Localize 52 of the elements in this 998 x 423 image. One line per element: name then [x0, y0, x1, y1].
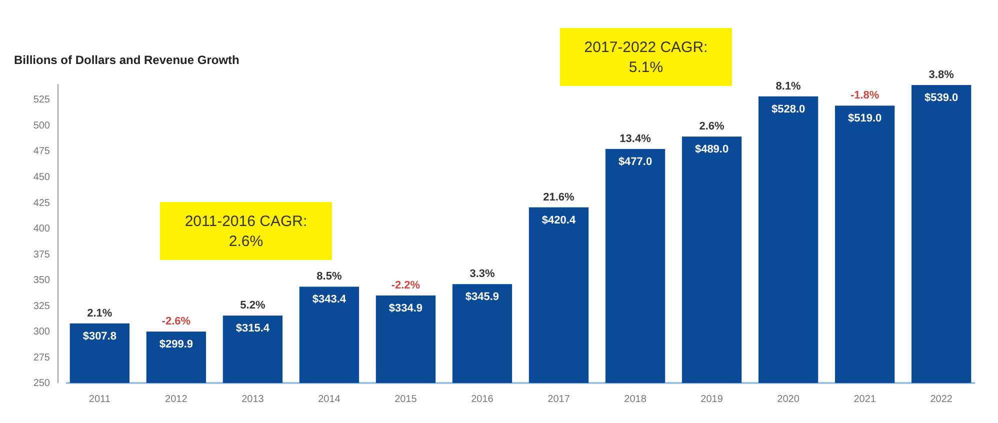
x-tick-label: 2017: [548, 394, 570, 406]
y-tick-label: 425: [33, 198, 50, 209]
annotation: 5.2%: [240, 300, 266, 312]
data-label: $519.0: [848, 112, 882, 125]
x-tick-label: 2011: [88, 394, 111, 406]
data-label: $489.0: [694, 144, 729, 156]
y-tick-label: 375: [33, 249, 50, 260]
data-label: $477.0: [618, 156, 652, 168]
note-box: 2017-2022 CAGR: 5.1%: [560, 28, 732, 86]
x-tick-label: 2021: [854, 394, 876, 406]
y-tick-label: 400: [33, 224, 50, 235]
data-label: $343.4: [312, 294, 347, 306]
data-label: $307.8: [82, 330, 116, 342]
x-tick-label: 2018: [624, 394, 647, 406]
annotation: 3.3%: [470, 268, 495, 280]
chart-title: Billions of Dollars and Revenue Growth: [14, 53, 240, 67]
x-tick-label: 2013: [242, 394, 264, 406]
x-tick-label: 2016: [471, 394, 494, 406]
data-label: $420.4: [542, 214, 576, 226]
annotation: 13.4%: [620, 132, 652, 145]
x-tick-label: 2015: [394, 394, 418, 406]
y-tick-label: 325: [33, 300, 50, 312]
y-tick-label: 350: [33, 275, 50, 286]
annotation: -1.8%: [850, 90, 880, 102]
annotation: 2011-2016 CAGR: 2.6%: [184, 213, 308, 250]
annotation: 2.1%: [87, 307, 112, 320]
x-tick-label: 2022: [930, 394, 953, 406]
annotation: -2.2%: [391, 279, 420, 292]
x-tick-label: 2019: [700, 394, 724, 406]
y-tick-label: 525: [33, 94, 50, 106]
y-tick-label: 500: [33, 120, 50, 132]
y-tick-label: 475: [33, 146, 50, 158]
x-tick-label: 2020: [777, 394, 800, 406]
annotation: 8.1%: [776, 80, 802, 92]
annotation: 3.8%: [928, 69, 954, 82]
y-tick-label: 275: [33, 352, 50, 364]
x-tick-label: 2014: [318, 394, 341, 406]
y-tick-label: 250: [33, 378, 50, 390]
data-label: $345.9: [465, 291, 500, 304]
annotation: 21.6%: [543, 191, 575, 204]
y-tick-label: 450: [33, 172, 50, 183]
annotation: -2.6%: [162, 316, 191, 328]
data-label: $528.0: [771, 103, 806, 116]
data-label: $299.9: [159, 338, 194, 351]
data-label: $334.9: [388, 302, 423, 314]
annotation: 2.6%: [699, 120, 725, 133]
data-label: $315.4: [236, 322, 270, 335]
annotation: 8.5%: [316, 270, 342, 283]
data-label: $539.0: [924, 92, 958, 104]
x-tick-label: 2012: [165, 394, 188, 406]
y-tick-label: 300: [33, 326, 50, 338]
note-box: 2011-2016 CAGR: 2.6%: [160, 202, 332, 260]
